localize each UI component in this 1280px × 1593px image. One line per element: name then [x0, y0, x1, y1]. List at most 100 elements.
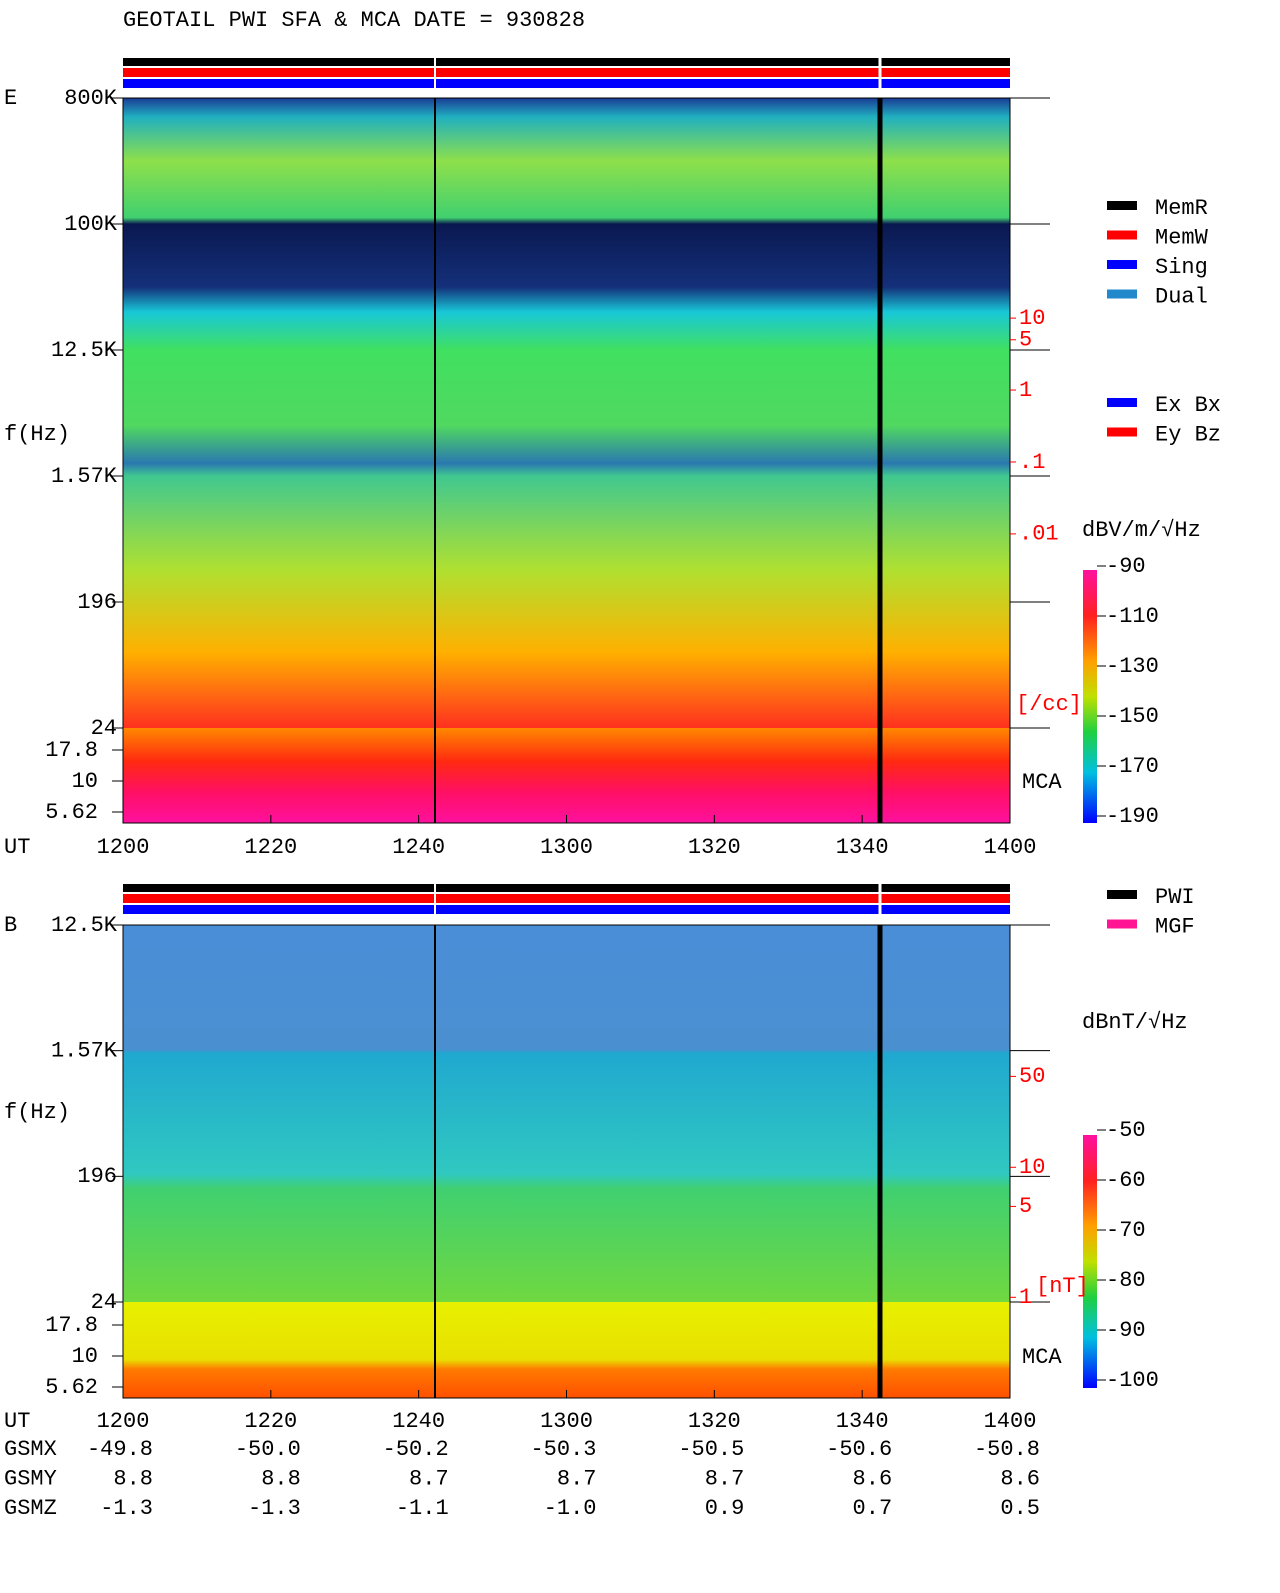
y-axis-label: f(Hz) — [4, 1100, 70, 1125]
colorbar-tick-label: -50 — [1106, 1118, 1146, 1143]
legend-swatch — [1107, 427, 1137, 437]
orbit-value: -1.3 — [248, 1496, 301, 1521]
legend-label: PWI — [1155, 885, 1195, 910]
colorbar-label: dBV/m/√Hz — [1082, 518, 1201, 543]
colorbar-tick-label: -170 — [1106, 754, 1159, 779]
orbit-value: -50.0 — [235, 1437, 301, 1462]
y-tick-label: 100K — [64, 212, 118, 237]
colorbar-tick-label: -70 — [1106, 1218, 1146, 1243]
mca-tick-label: 10 — [72, 1344, 98, 1369]
mca-tick-label: 17.8 — [45, 738, 98, 763]
density-label: [/cc] — [1016, 692, 1082, 717]
legend-label: MemW — [1155, 225, 1209, 250]
orbit-row-label: GSMX — [4, 1437, 57, 1462]
mca-tick-label: 5.62 — [45, 1375, 98, 1400]
colorbar-tick-label: -90 — [1106, 554, 1146, 579]
y-tick-label: 1.57K — [51, 1038, 118, 1063]
legend-swatch — [1107, 398, 1137, 407]
density-tick-label: 50 — [1019, 1064, 1045, 1089]
panel-label: B — [4, 913, 17, 938]
density-tick-label: .01 — [1019, 522, 1059, 547]
status-bar — [123, 68, 1010, 77]
mca-tick-label: 5.62 — [45, 800, 98, 825]
legend-label: MGF — [1155, 914, 1195, 939]
status-bar — [123, 884, 1010, 892]
colorbar-tick-label: -150 — [1106, 704, 1159, 729]
x-tick-label: 1220 — [244, 1409, 297, 1434]
colorbar — [1083, 570, 1097, 823]
spectrogram — [123, 98, 1010, 728]
orbit-value: 8.7 — [557, 1466, 597, 1491]
legend-label: Ex Bx — [1155, 393, 1221, 418]
x-tick-label: 1300 — [540, 835, 593, 860]
x-tick-label: 1200 — [97, 835, 150, 860]
y-tick-label: 196 — [77, 590, 117, 615]
density-tick-label: 5 — [1019, 1194, 1032, 1219]
orbit-value: -49.8 — [87, 1437, 153, 1462]
x-tick-label: 1300 — [540, 1409, 593, 1434]
density-tick-label: 1 — [1019, 1285, 1032, 1310]
mca-spectrogram — [123, 728, 1010, 823]
y-tick-label: 196 — [77, 1164, 117, 1189]
y-tick-label: 1.57K — [51, 464, 118, 489]
colorbar-tick-label: -100 — [1106, 1368, 1159, 1393]
density-tick-label: 10 — [1019, 1155, 1045, 1180]
y-tick-label: 12.5K — [51, 338, 118, 363]
density-tick-label: .1 — [1019, 450, 1045, 475]
legend-swatch — [1107, 201, 1137, 210]
panel-label: E — [4, 86, 17, 111]
spectrogram — [123, 925, 1010, 1302]
orbit-value: 8.6 — [853, 1466, 893, 1491]
orbit-value: 8.8 — [113, 1466, 153, 1491]
x-tick-label: 1240 — [392, 1409, 445, 1434]
colorbar-tick-label: -80 — [1106, 1268, 1146, 1293]
orbit-value: 8.7 — [705, 1466, 745, 1491]
y-tick-label: 12.5K — [51, 913, 118, 938]
density-tick-label: 5 — [1019, 328, 1032, 353]
legend-swatch — [1107, 289, 1137, 299]
mca-label: MCA — [1022, 770, 1062, 795]
colorbar-tick-label: -130 — [1106, 654, 1159, 679]
colorbar-tick-label: -90 — [1106, 1318, 1146, 1343]
x-tick-label: 1400 — [984, 835, 1037, 860]
mca-tick-label: 10 — [72, 769, 98, 794]
orbit-value: -50.3 — [530, 1437, 596, 1462]
orbit-value: 8.6 — [1000, 1466, 1040, 1491]
colorbar-tick-label: -190 — [1106, 804, 1159, 829]
legend-swatch — [1107, 919, 1137, 929]
orbit-value: 0.7 — [853, 1496, 893, 1521]
y-tick-label: 800K — [64, 86, 118, 111]
colorbar-tick-label: -110 — [1106, 604, 1159, 629]
legend-label: Dual — [1155, 284, 1208, 309]
orbit-value: -1.3 — [100, 1496, 153, 1521]
density-label: [nT] — [1036, 1274, 1089, 1299]
legend-swatch — [1107, 230, 1137, 240]
x-tick-label: 1220 — [244, 835, 297, 860]
density-tick-label: 1 — [1019, 378, 1032, 403]
orbit-row-label: GSMY — [4, 1466, 57, 1491]
orbit-row-label: GSMZ — [4, 1496, 57, 1521]
colorbar-label: dBnT/√Hz — [1082, 1010, 1188, 1035]
legend-swatch — [1107, 260, 1137, 269]
orbit-value: -50.8 — [974, 1437, 1040, 1462]
x-tick-label: 1400 — [984, 1409, 1037, 1434]
orbit-value: 0.9 — [705, 1496, 745, 1521]
orbit-value: -1.1 — [396, 1496, 449, 1521]
orbit-value: 0.5 — [1000, 1496, 1040, 1521]
orbit-value: -50.6 — [826, 1437, 892, 1462]
status-bar — [123, 79, 1010, 88]
mca-label: MCA — [1022, 1345, 1062, 1370]
density-tick-label: 10 — [1019, 306, 1045, 331]
status-bar — [123, 905, 1010, 914]
colorbar — [1083, 1135, 1097, 1388]
orbit-value: 8.7 — [409, 1466, 449, 1491]
orbit-value: -50.5 — [678, 1437, 744, 1462]
y-axis-label: f(Hz) — [4, 422, 70, 447]
legend-label: Sing — [1155, 255, 1208, 280]
orbit-value: -1.0 — [544, 1496, 597, 1521]
title: GEOTAIL PWI SFA & MCA DATE = 930828 — [123, 8, 585, 33]
x-tick-label: 1340 — [836, 835, 889, 860]
legend-label: Ey Bz — [1155, 422, 1221, 447]
x-tick-label: 1320 — [688, 835, 741, 860]
